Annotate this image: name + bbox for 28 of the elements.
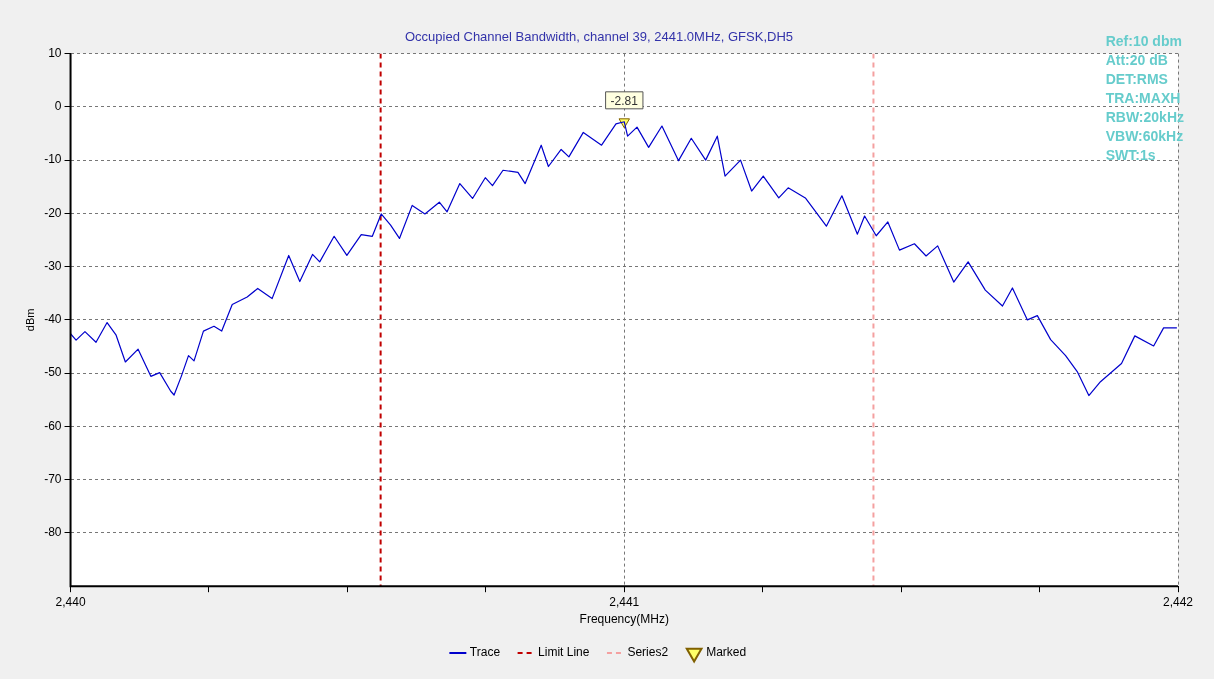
annotation: RBW:20kHz: [1105, 108, 1184, 127]
y-tick-label: 10: [48, 45, 62, 60]
y-tick-label: -60: [44, 418, 62, 433]
y-tick-label: -20: [44, 205, 62, 220]
legend-label: Marked: [706, 645, 747, 660]
x-axis-title: Frequency(MHz): [579, 612, 669, 627]
y-tick-label: -40: [44, 312, 62, 327]
text: Ref:10 dbm: [1105, 32, 1183, 51]
y-tick-label: -50: [44, 365, 62, 380]
annotation: SWT:1s: [1105, 146, 1157, 165]
x-tick-label: 2,441: [609, 594, 640, 609]
legend-label: Limit Line: [538, 645, 590, 660]
annotation: DET:RMS: [1105, 70, 1169, 89]
y-tick-label: 0: [54, 99, 62, 114]
legend-label: Trace: [469, 645, 501, 660]
x-tick-label: 2,440: [55, 594, 86, 609]
x-tick-label: 2,442: [1162, 594, 1194, 609]
annotation: Att:20 dB: [1105, 51, 1169, 70]
legend-label: Series2: [627, 645, 669, 660]
y-tick-label: -10: [44, 152, 62, 167]
data-label: -2.81: [610, 93, 639, 108]
y-tick-label: -30: [44, 258, 62, 273]
y-tick-label: -70: [44, 471, 62, 486]
annotation: TRA:MAXH: [1105, 89, 1182, 108]
chart-title: Occupied Channel Bandwidth, channel 39, 2441.0MHz, GFSK,DH5: [404, 29, 794, 45]
y-tick-label: -80: [44, 525, 62, 540]
y-axis-title: dBm: [23, 308, 36, 332]
annotation: VBW:60kHz: [1105, 127, 1184, 146]
